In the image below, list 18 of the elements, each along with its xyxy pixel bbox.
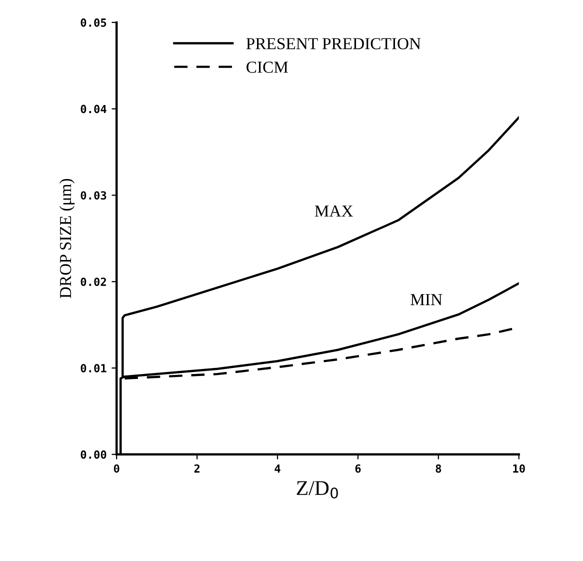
x-tick-label: 6 — [355, 464, 361, 473]
y-tick-label: 0.04 — [80, 104, 106, 114]
legend-label: PRESENT PREDICTION — [246, 38, 421, 50]
annotation: MIN — [410, 294, 442, 306]
y-tick-label: 0.05 — [80, 18, 106, 27]
y-tick-label: 0.01 — [80, 364, 106, 372]
legend-label: CICM — [246, 62, 288, 73]
y-tick-label: 0.00 — [80, 450, 106, 459]
y-tick-label: 0.03 — [80, 191, 106, 200]
x-tick-label: 8 — [436, 464, 442, 473]
y-tick-label: 0.02 — [80, 278, 106, 286]
y-axis-title: DROP SIZE (μm) — [59, 178, 75, 298]
annotation: MAX — [314, 206, 353, 217]
x-tick-label: 2 — [194, 464, 200, 473]
x-axis-title: Z/D$_{0}$ — [296, 481, 338, 499]
x-tick-label: 10 — [513, 464, 525, 473]
x-tick-label: 4 — [274, 464, 280, 473]
x-tick-label: 0 — [114, 464, 120, 473]
